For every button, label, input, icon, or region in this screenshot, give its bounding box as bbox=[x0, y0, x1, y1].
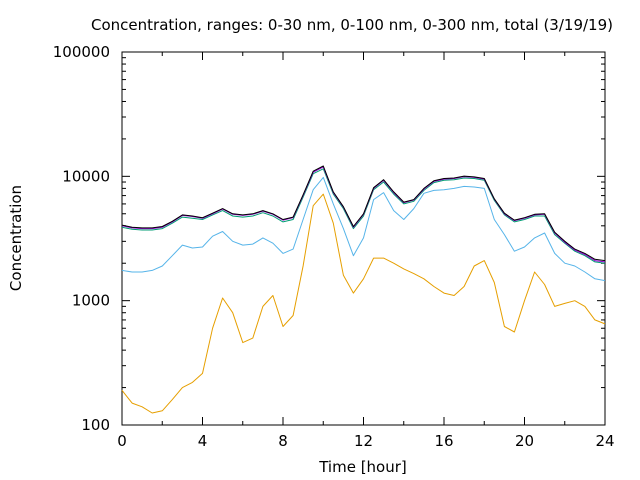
series-line-2 bbox=[121, 168, 606, 264]
x-tick-label: 8 bbox=[278, 432, 288, 450]
x-tick-label: 12 bbox=[354, 432, 373, 450]
y-tick-label: 10000 bbox=[62, 167, 110, 185]
x-tick-label: 20 bbox=[515, 432, 534, 450]
y-tick-label: 1000 bbox=[72, 292, 110, 310]
y-axis-label: Concentration bbox=[7, 185, 25, 291]
y-tick-label: 100000 bbox=[53, 43, 110, 61]
y-tick-label: 100 bbox=[81, 416, 110, 434]
series-layer bbox=[121, 165, 606, 414]
y-axis: 100 1000 10000 100000 bbox=[53, 43, 605, 434]
x-axis: 0 4 8 12 16 20 24 bbox=[117, 52, 615, 450]
x-axis-label: Time [hour] bbox=[318, 458, 407, 476]
series-line-0 bbox=[121, 193, 606, 414]
x-tick-label: 0 bbox=[117, 432, 127, 450]
series-line-1 bbox=[121, 176, 606, 282]
x-tick-label: 4 bbox=[198, 432, 208, 450]
x-tick-label: 16 bbox=[434, 432, 453, 450]
series-line-4 bbox=[121, 165, 606, 262]
chart-title: Concentration, ranges: 0-30 nm, 0-100 nm… bbox=[91, 16, 613, 34]
x-tick-label: 24 bbox=[595, 432, 614, 450]
